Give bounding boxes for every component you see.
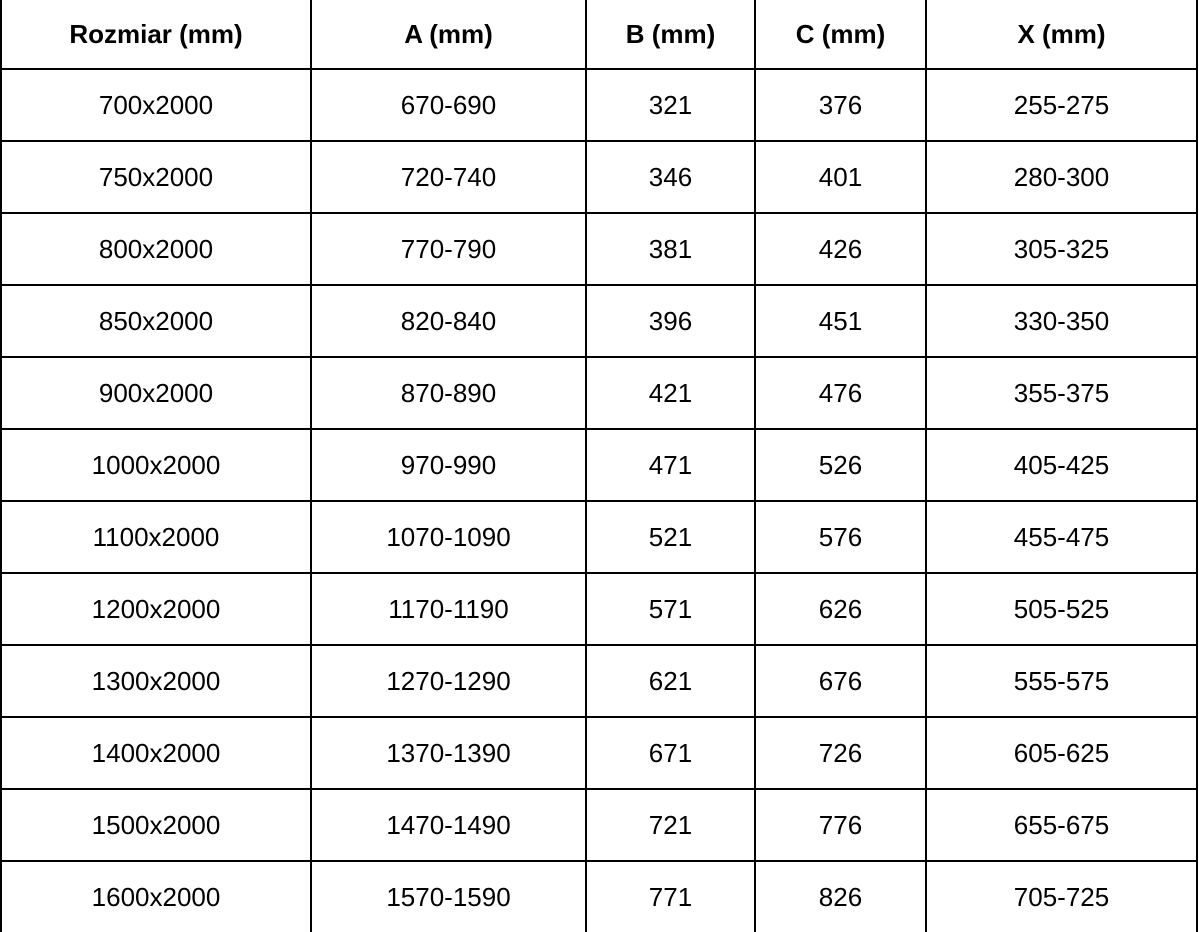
cell-c: 626 [754, 572, 927, 646]
cell-c: 451 [754, 284, 927, 358]
cell-size: 1500x2000 [0, 788, 312, 862]
cell-size: 1200x2000 [0, 572, 312, 646]
table-row: 1100x2000 1070-1090 521 576 455-475 [0, 500, 1198, 574]
cell-size: 1400x2000 [0, 716, 312, 790]
cell-c: 426 [754, 212, 927, 286]
cell-b: 321 [585, 68, 756, 142]
table-row: 900x2000 870-890 421 476 355-375 [0, 356, 1198, 430]
cell-c: 776 [754, 788, 927, 862]
cell-x: 405-425 [925, 428, 1198, 502]
cell-x: 255-275 [925, 68, 1198, 142]
cell-a: 1470-1490 [310, 788, 587, 862]
cell-c: 826 [754, 860, 927, 932]
cell-x: 555-575 [925, 644, 1198, 718]
cell-x: 330-350 [925, 284, 1198, 358]
cell-b: 671 [585, 716, 756, 790]
cell-x: 605-625 [925, 716, 1198, 790]
table-body: 700x2000 670-690 321 376 255-275 750x2000 720-… [0, 68, 1198, 932]
cell-a: 1270-1290 [310, 644, 587, 718]
column-header-a: A (mm) [310, 0, 587, 70]
column-header-size: Rozmiar (mm) [0, 0, 312, 70]
cell-x: 655-675 [925, 788, 1198, 862]
cell-c: 726 [754, 716, 927, 790]
cell-size: 700x2000 [0, 68, 312, 142]
cell-size: 1100x2000 [0, 500, 312, 574]
cell-c: 576 [754, 500, 927, 574]
cell-a: 970-990 [310, 428, 587, 502]
table-header: Rozmiar (mm) A (mm) B (mm) C (mm) X (mm) [0, 0, 1198, 70]
cell-b: 571 [585, 572, 756, 646]
table-row: 1600x2000 1570-1590 771 826 705-725 [0, 860, 1198, 932]
cell-x: 505-525 [925, 572, 1198, 646]
cell-b: 771 [585, 860, 756, 932]
cell-x: 280-300 [925, 140, 1198, 214]
cell-size: 1300x2000 [0, 644, 312, 718]
cell-b: 381 [585, 212, 756, 286]
cell-size: 1000x2000 [0, 428, 312, 502]
cell-size: 750x2000 [0, 140, 312, 214]
column-header-b: B (mm) [585, 0, 756, 70]
cell-size: 900x2000 [0, 356, 312, 430]
cell-a: 670-690 [310, 68, 587, 142]
cell-size: 800x2000 [0, 212, 312, 286]
cell-x: 305-325 [925, 212, 1198, 286]
table-row: 750x2000 720-740 346 401 280-300 [0, 140, 1198, 214]
cell-x: 705-725 [925, 860, 1198, 932]
cell-b: 621 [585, 644, 756, 718]
cell-c: 526 [754, 428, 927, 502]
cell-b: 421 [585, 356, 756, 430]
table-row: 850x2000 820-840 396 451 330-350 [0, 284, 1198, 358]
cell-a: 820-840 [310, 284, 587, 358]
cell-a: 1170-1190 [310, 572, 587, 646]
cell-a: 770-790 [310, 212, 587, 286]
cell-c: 401 [754, 140, 927, 214]
cell-b: 521 [585, 500, 756, 574]
cell-a: 720-740 [310, 140, 587, 214]
table-row: 800x2000 770-790 381 426 305-325 [0, 212, 1198, 286]
cell-x: 355-375 [925, 356, 1198, 430]
cell-c: 476 [754, 356, 927, 430]
header-row: Rozmiar (mm) A (mm) B (mm) C (mm) X (mm) [0, 0, 1198, 70]
table-row: 700x2000 670-690 321 376 255-275 [0, 68, 1198, 142]
cell-c: 676 [754, 644, 927, 718]
cell-a: 1570-1590 [310, 860, 587, 932]
table-row: 1400x2000 1370-1390 671 726 605-625 [0, 716, 1198, 790]
cell-a: 870-890 [310, 356, 587, 430]
cell-size: 1600x2000 [0, 860, 312, 932]
table-row: 1200x2000 1170-1190 571 626 505-525 [0, 572, 1198, 646]
cell-b: 721 [585, 788, 756, 862]
cell-c: 376 [754, 68, 927, 142]
table-row: 1500x2000 1470-1490 721 776 655-675 [0, 788, 1198, 862]
cell-b: 396 [585, 284, 756, 358]
cell-size: 850x2000 [0, 284, 312, 358]
table-row: 1300x2000 1270-1290 621 676 555-575 [0, 644, 1198, 718]
cell-b: 346 [585, 140, 756, 214]
column-header-x: X (mm) [925, 0, 1198, 70]
cell-a: 1370-1390 [310, 716, 587, 790]
table-row: 1000x2000 970-990 471 526 405-425 [0, 428, 1198, 502]
cell-x: 455-475 [925, 500, 1198, 574]
column-header-c: C (mm) [754, 0, 927, 70]
cell-b: 471 [585, 428, 756, 502]
cell-a: 1070-1090 [310, 500, 587, 574]
